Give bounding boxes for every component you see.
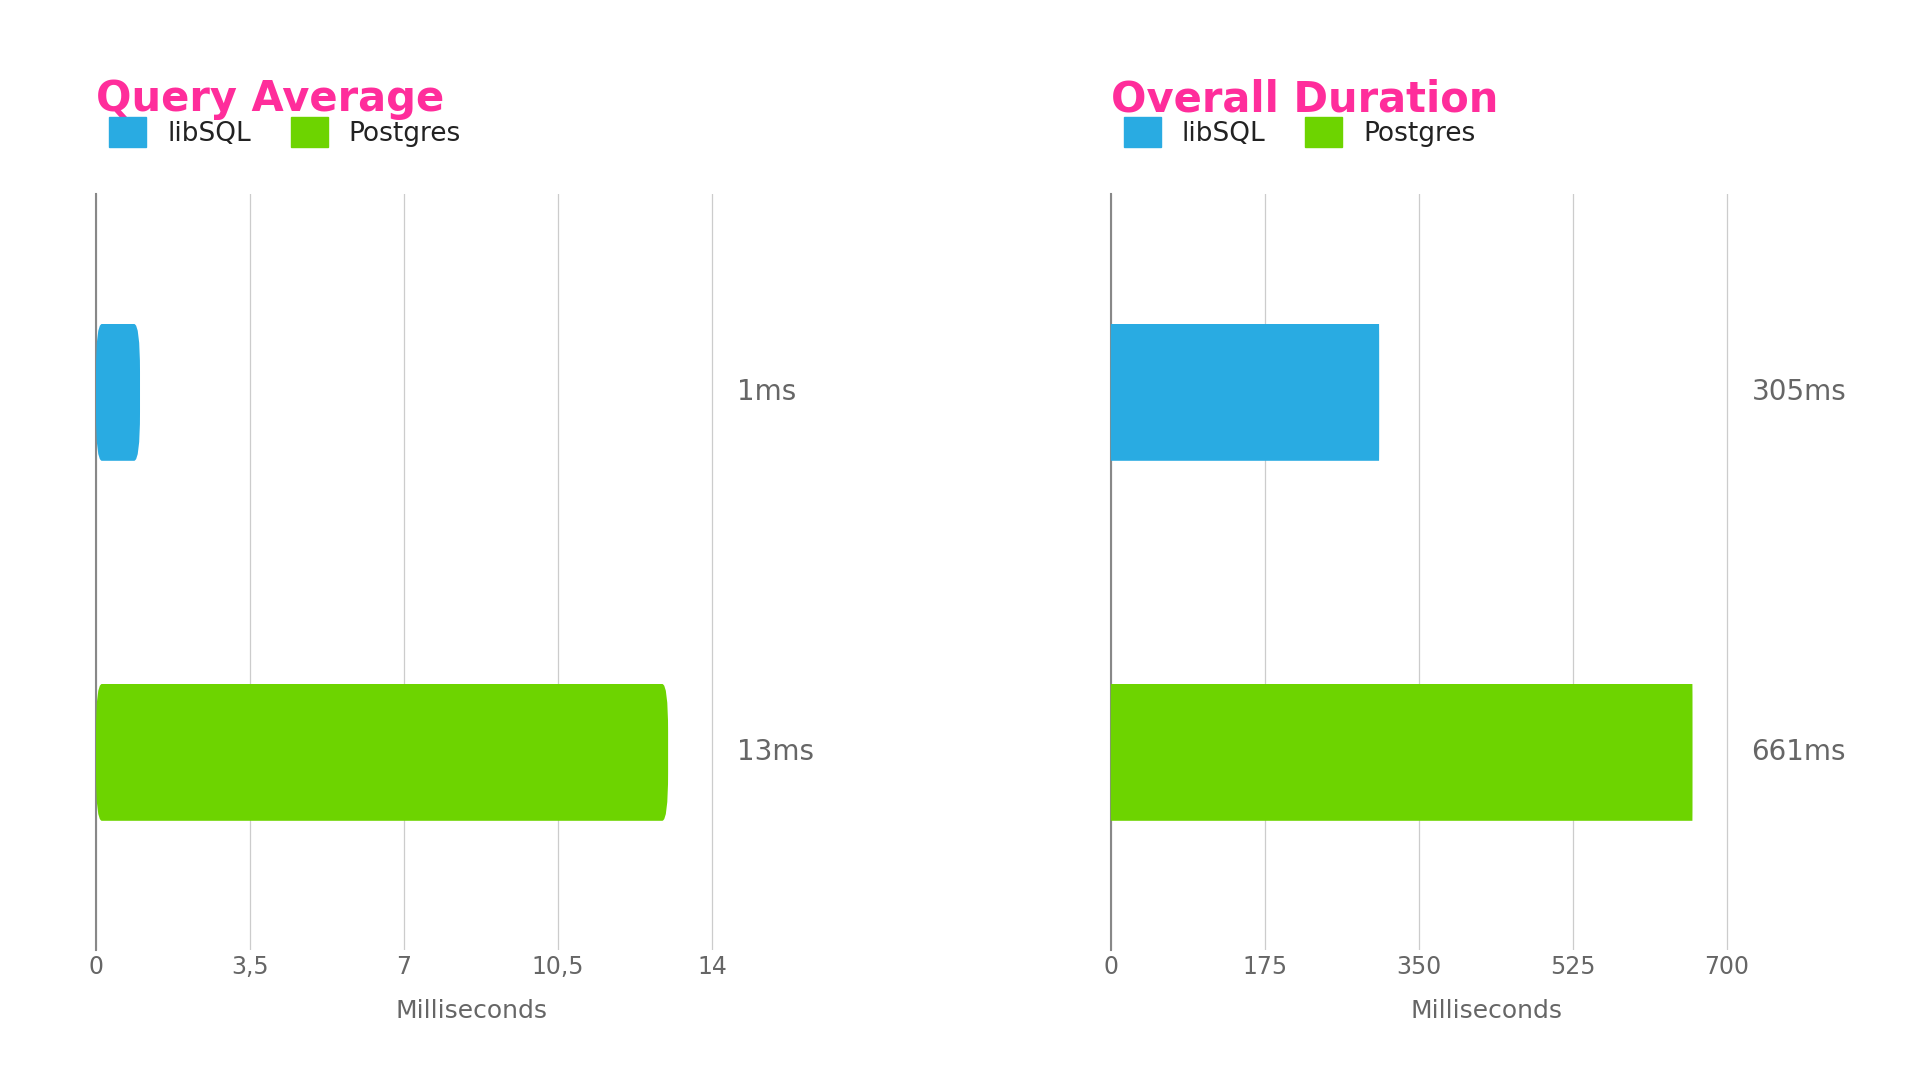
Legend: libSQL, Postgres: libSQL, Postgres: [1123, 117, 1476, 147]
Legend: libSQL, Postgres: libSQL, Postgres: [109, 117, 461, 147]
Text: Overall Duration: Overall Duration: [1112, 78, 1498, 120]
FancyBboxPatch shape: [96, 684, 668, 821]
X-axis label: Milliseconds: Milliseconds: [396, 999, 547, 1023]
FancyBboxPatch shape: [1112, 684, 1693, 821]
Text: 13ms: 13ms: [737, 739, 814, 767]
FancyBboxPatch shape: [96, 324, 140, 461]
Text: 661ms: 661ms: [1751, 739, 1845, 767]
Text: Query Average: Query Average: [96, 78, 444, 120]
Text: 1ms: 1ms: [737, 378, 797, 406]
X-axis label: Milliseconds: Milliseconds: [1411, 999, 1563, 1023]
Text: 305ms: 305ms: [1751, 378, 1847, 406]
FancyBboxPatch shape: [1112, 324, 1379, 461]
